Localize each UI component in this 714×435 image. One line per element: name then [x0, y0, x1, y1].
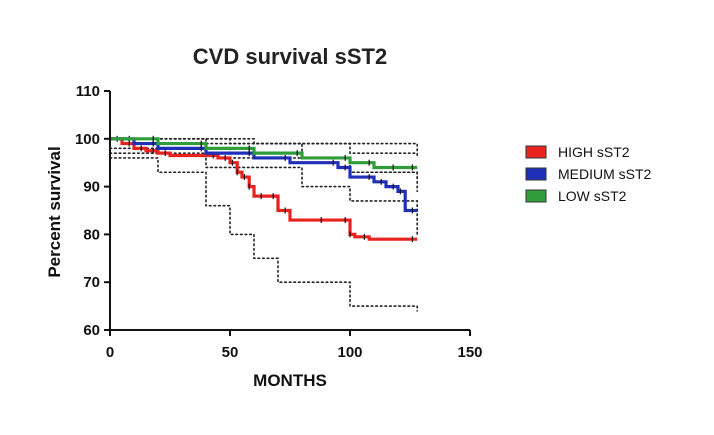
confidence-band-lower — [109, 152, 418, 236]
y-tick-label: 110 — [76, 83, 100, 100]
x-tick-label: 50 — [222, 344, 239, 361]
y-axis-label: Percent survival — [45, 146, 64, 277]
legend-label: HIGH sST2 — [558, 144, 630, 160]
x-tick-label: 100 — [337, 344, 362, 361]
legend-swatch — [525, 167, 547, 181]
x-tick-label: 150 — [457, 344, 482, 361]
legend-label: LOW sST2 — [558, 188, 627, 204]
chart-title: CVD survival sST2 — [193, 44, 387, 69]
x-axis-label: MONTHS — [253, 371, 327, 390]
y-tick-label: 90 — [83, 179, 100, 196]
y-tick-label: 80 — [83, 226, 100, 243]
x-tick-label: 0 — [106, 344, 114, 361]
y-tick-label: 70 — [83, 274, 100, 291]
confidence-band-upper — [109, 138, 418, 154]
y-tick-label: 60 — [83, 322, 100, 339]
legend: HIGH sST2 MEDIUM sST2 LOW sST2 — [525, 144, 652, 204]
confidence-bands — [109, 138, 418, 312]
series-line — [110, 137, 418, 241]
series-line — [110, 137, 418, 170]
y-tick-label: 100 — [75, 131, 100, 148]
legend-swatch — [525, 145, 547, 159]
legend-label: MEDIUM sST2 — [558, 166, 652, 182]
x-ticks: 0 50 100 150 — [106, 330, 483, 361]
legend-swatch — [525, 189, 547, 203]
confidence-band-lower — [109, 157, 418, 312]
series-line — [110, 137, 418, 213]
survival-curves — [110, 135, 418, 243]
y-ticks: 60 70 80 90 100 110 — [75, 83, 110, 339]
confidence-band-lower — [109, 147, 418, 193]
